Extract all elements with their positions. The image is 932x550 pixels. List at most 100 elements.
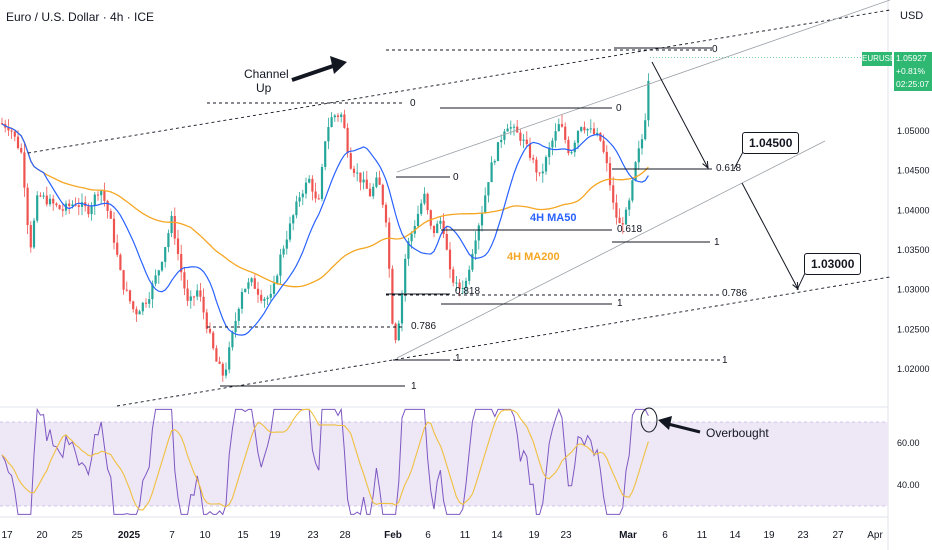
ma200-label: 4H MA200 xyxy=(507,251,560,263)
candle-body xyxy=(407,241,410,259)
candle-body xyxy=(426,193,429,211)
candle-body xyxy=(173,215,176,239)
candle-body xyxy=(228,347,231,370)
rsi-pane xyxy=(1,407,701,516)
fib-label: 1 xyxy=(617,298,623,309)
candle-body xyxy=(381,184,384,205)
candle-body xyxy=(58,205,61,210)
candle-body xyxy=(477,225,480,241)
fib-label: 0.786 xyxy=(411,321,437,332)
candle-body xyxy=(272,283,276,294)
candle-body xyxy=(282,248,285,255)
candle-body xyxy=(340,114,343,117)
candle-body xyxy=(87,206,90,215)
candle-body xyxy=(589,128,592,130)
candle-body xyxy=(640,139,644,149)
candle-body xyxy=(39,195,42,197)
y-tick-label: 1.03500 xyxy=(897,245,930,255)
price-badge: EURUSD 1.05927 +0.81% 02:25:07 xyxy=(862,52,932,102)
target-callout-2: 1.03000 xyxy=(804,253,862,275)
candle-body xyxy=(109,210,112,219)
candle-body xyxy=(592,128,596,135)
candle-body xyxy=(496,142,500,161)
fib-label: 0 xyxy=(616,103,622,114)
candle-body xyxy=(541,171,544,174)
x-tick-label: 19 xyxy=(528,530,540,541)
x-tick-label: Mar xyxy=(619,530,637,541)
candle-body xyxy=(612,185,615,203)
candle-body xyxy=(410,233,413,242)
candle-body xyxy=(356,172,359,174)
candle-body xyxy=(567,139,570,154)
candle-body xyxy=(42,195,45,197)
candle-body xyxy=(448,249,452,270)
candle-body xyxy=(378,177,381,185)
candle-body xyxy=(439,220,442,224)
candle-body xyxy=(551,140,554,148)
x-tick-label: 28 xyxy=(339,530,351,541)
candle-body xyxy=(154,275,157,284)
candle-body xyxy=(183,272,186,289)
candle-body xyxy=(599,132,602,141)
candle-body xyxy=(484,195,487,213)
candle-body xyxy=(362,179,365,183)
candle-body xyxy=(141,302,144,312)
candle-body xyxy=(458,282,461,289)
candle-body xyxy=(68,203,71,206)
candle-body xyxy=(503,131,506,140)
candle-body xyxy=(445,233,448,250)
candle-body xyxy=(157,270,160,276)
y-tick-label: 1.02000 xyxy=(897,364,930,374)
candle-body xyxy=(285,239,288,249)
candle-body xyxy=(544,157,548,172)
candle-body xyxy=(346,127,349,154)
candle-body xyxy=(480,212,484,226)
candle-body xyxy=(554,131,557,141)
x-tick-label: 11 xyxy=(697,530,708,541)
candle-body xyxy=(7,127,10,131)
fib-label: 1 xyxy=(455,353,461,364)
x-tick-label: 19 xyxy=(269,530,281,541)
candle-body xyxy=(122,270,125,290)
candle-body xyxy=(506,128,509,132)
candle-body xyxy=(512,126,516,128)
candle-body xyxy=(301,193,304,198)
candle-body xyxy=(404,258,407,294)
candle-body xyxy=(432,225,436,234)
candle-body xyxy=(298,197,301,202)
overbought-circle xyxy=(640,407,658,433)
candle-body xyxy=(164,247,167,262)
fib-label: 0.618 xyxy=(617,224,643,235)
candle-body xyxy=(279,254,282,276)
candle-body xyxy=(125,289,128,291)
candle-body xyxy=(45,195,48,205)
candle-body xyxy=(468,269,471,281)
candle-body xyxy=(500,139,503,143)
candle-body xyxy=(128,290,132,302)
candle-body xyxy=(330,117,333,128)
candle-body xyxy=(244,288,247,293)
countdown-label: 02:25:07 xyxy=(894,78,932,91)
fib-label: 0.786 xyxy=(722,288,748,299)
candle-body xyxy=(52,198,55,204)
x-tick-label: 10 xyxy=(199,530,211,541)
candle-body xyxy=(436,223,439,234)
drawings xyxy=(27,0,891,407)
y-tick-label: 1.05000 xyxy=(897,126,930,136)
candle-body xyxy=(615,202,618,218)
y-tick-label: 1.02500 xyxy=(897,324,930,334)
candle-body xyxy=(16,136,20,149)
candle-body xyxy=(186,288,189,301)
candle-body xyxy=(637,148,640,163)
inner-channel-upper xyxy=(396,0,891,173)
candle-body xyxy=(631,180,634,201)
x-tick-label: 6 xyxy=(425,530,431,541)
candle-body xyxy=(605,151,608,164)
candle-body xyxy=(647,80,650,121)
candle-body xyxy=(240,292,244,309)
y-tick-label: 1.04500 xyxy=(897,166,930,176)
candle-body xyxy=(304,182,308,194)
channel-label-line2: Up xyxy=(256,81,272,95)
candle-body xyxy=(148,299,151,304)
